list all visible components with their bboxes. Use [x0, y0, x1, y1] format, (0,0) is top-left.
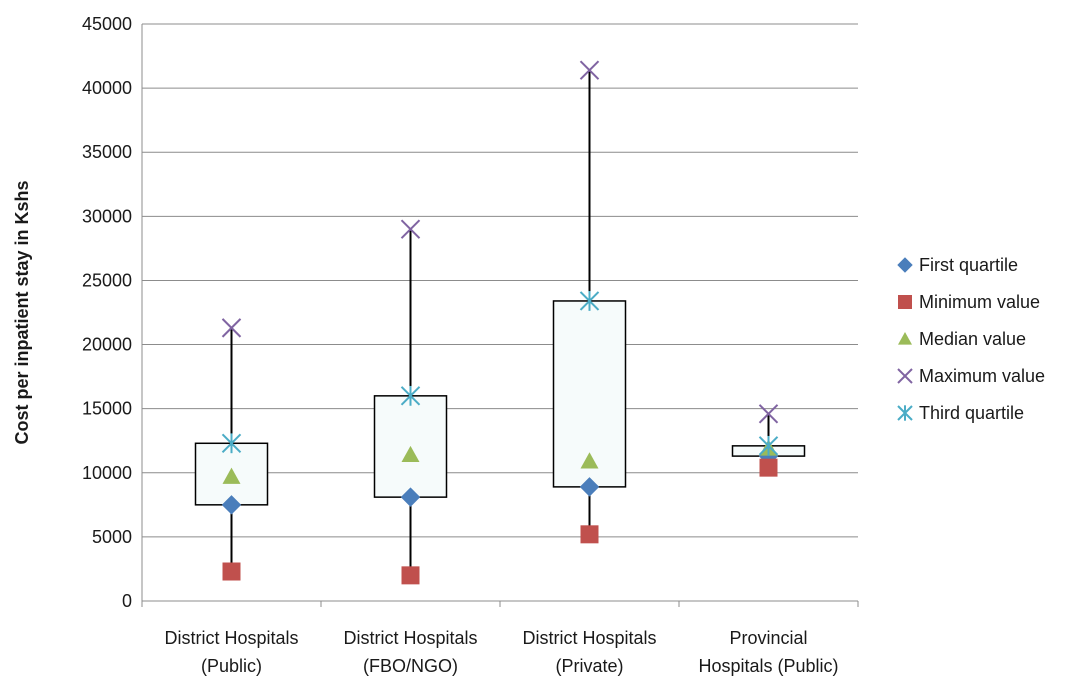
y-tick-label: 0: [122, 591, 132, 611]
legend-label: Minimum value: [919, 292, 1040, 312]
median-point: [580, 452, 599, 469]
data-markers: [221, 60, 779, 585]
third-quartile-point: [400, 385, 421, 406]
first-quartile-point: [221, 495, 242, 515]
y-tick-label: 5000: [92, 527, 132, 547]
legend-label: Maximum value: [919, 366, 1045, 386]
legend-label: Third quartile: [919, 403, 1024, 423]
y-axis-label: Cost per inpatient stay in Kshs: [12, 180, 32, 444]
minimum-point: [580, 525, 599, 544]
minimum-point: [759, 458, 778, 477]
first-quartile-point: [579, 477, 600, 497]
x-axis: District Hospitals (Public) District Hospi…: [141, 24, 859, 676]
y-tick-label: 20000: [82, 335, 132, 355]
y-tick-label: 35000: [82, 142, 132, 162]
x-category-label: District Hospitals: [522, 628, 656, 648]
median-point: [222, 467, 241, 484]
x-category-label: Hospitals (Public): [698, 656, 838, 676]
y-tick-label: 30000: [82, 206, 132, 226]
x-category-label: District Hospitals: [164, 628, 298, 648]
minimum-point: [222, 562, 241, 581]
y-tick-label: 10000: [82, 463, 132, 483]
maximum-point: [221, 318, 242, 338]
y-tick-label: 45000: [82, 14, 132, 34]
median-point: [401, 445, 420, 463]
maximum-point: [400, 219, 421, 239]
third-quartile-point: [579, 291, 600, 311]
y-tick-label: 25000: [82, 270, 132, 290]
y-tick-label: 40000: [82, 78, 132, 98]
legend-marker: [898, 295, 912, 309]
legend-label: First quartile: [919, 255, 1018, 275]
x-category-label: (Private): [555, 656, 623, 676]
first-quartile-point: [400, 487, 421, 507]
y-axis-ticks: 0 5000 10000 15000 20000 25000 30000 35000 40000…: [82, 14, 132, 611]
x-category-label: Provincial: [729, 628, 807, 648]
maximum-point: [579, 60, 600, 80]
legend-marker: [897, 257, 913, 273]
third-quartile-point: [221, 433, 242, 454]
legend-label: Median value: [919, 329, 1026, 349]
maximum-point: [758, 404, 779, 424]
box-plots: [194, 70, 806, 576]
x-category-label: District Hospitals: [343, 628, 477, 648]
x-category-label: (FBO/NGO): [363, 656, 458, 676]
legend: First quartile Minimum value Median value M…: [897, 255, 1045, 423]
legend-marker: [897, 405, 913, 421]
y-tick-label: 15000: [82, 399, 132, 419]
third-quartile-point: [758, 435, 779, 456]
legend-marker: [898, 332, 912, 345]
minimum-point: [401, 566, 420, 585]
legend-marker: [897, 368, 913, 384]
x-category-label: (Public): [201, 656, 262, 676]
